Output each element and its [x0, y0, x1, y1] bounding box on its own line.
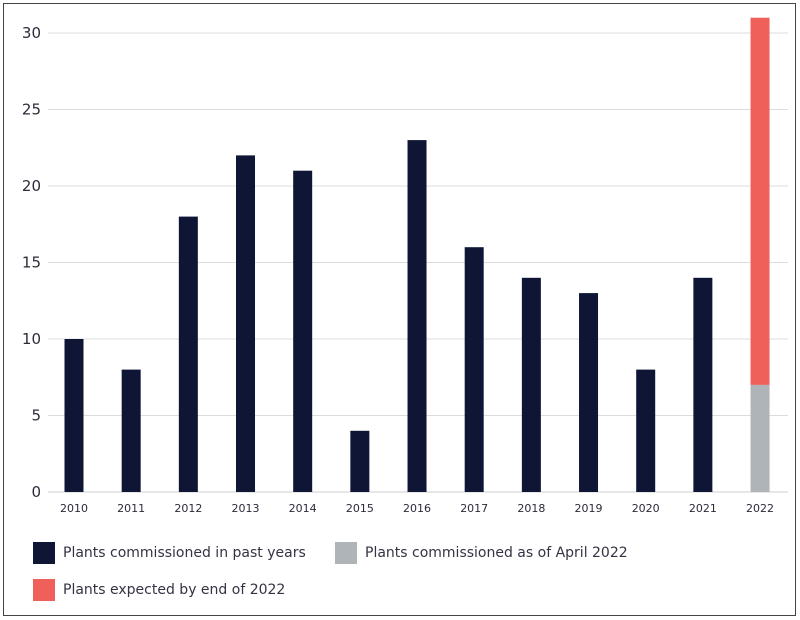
legend-swatch	[33, 579, 55, 601]
legend-swatch	[33, 542, 55, 564]
legend-item: Plants expected by end of 2022	[33, 579, 285, 601]
x-tick-label: 2022	[746, 502, 774, 515]
x-tick-label: 2011	[117, 502, 145, 515]
x-tick-label: 2021	[689, 502, 717, 515]
y-tick-label: 15	[22, 254, 41, 272]
x-tick-label: 2015	[346, 502, 374, 515]
bar-2012-series-0	[178, 216, 198, 492]
legend-item: Plants commissioned in past years	[33, 542, 306, 564]
x-tick-label: 2018	[517, 502, 545, 515]
x-tick-label: 2020	[632, 502, 660, 515]
bar-2020-series-0	[636, 369, 656, 492]
y-tick-label: 10	[22, 330, 41, 348]
legend-label: Plants expected by end of 2022	[63, 582, 286, 598]
bar-2022-series-1	[750, 384, 770, 492]
bar-2022-series-2	[750, 17, 770, 385]
y-tick-label: 0	[31, 483, 41, 501]
bar-2016-series-0	[407, 140, 427, 492]
x-tick-label: 2017	[460, 502, 488, 515]
y-tick-label: 25	[22, 101, 41, 119]
bar-2019-series-0	[579, 293, 599, 492]
bar-2010-series-0	[64, 339, 84, 492]
x-tick-label: 2019	[575, 502, 603, 515]
x-tick-label: 2014	[289, 502, 317, 515]
bar-2021-series-0	[693, 277, 713, 492]
legend-item: Plants commissioned as of April 2022	[335, 542, 628, 564]
bars	[64, 17, 770, 492]
bar-2015-series-0	[350, 430, 370, 492]
y-tick-label: 30	[22, 24, 41, 42]
x-tick-label: 2012	[174, 502, 202, 515]
x-tick-label: 2010	[60, 502, 88, 515]
legend-label: Plants commissioned as of April 2022	[365, 545, 628, 561]
bar-2017-series-0	[464, 247, 484, 492]
y-axis-ticks: 0 5 10 15 20 25 30	[22, 24, 41, 501]
chart-frame	[3, 3, 796, 616]
x-axis-ticks: 2010 2011 2012 2013 2014 2015 2016 2017 2018 2019…	[60, 502, 774, 515]
x-tick-label: 2013	[232, 502, 260, 515]
y-tick-label: 20	[22, 177, 41, 195]
x-tick-label: 2016	[403, 502, 431, 515]
bar-2011-series-0	[121, 369, 141, 492]
bar-2014-series-0	[293, 170, 313, 492]
bar-2018-series-0	[521, 277, 541, 492]
bar-2013-series-0	[236, 155, 256, 492]
legend-label: Plants commissioned in past years	[63, 545, 306, 561]
legend-swatch	[335, 542, 357, 564]
y-tick-label: 5	[31, 407, 41, 425]
